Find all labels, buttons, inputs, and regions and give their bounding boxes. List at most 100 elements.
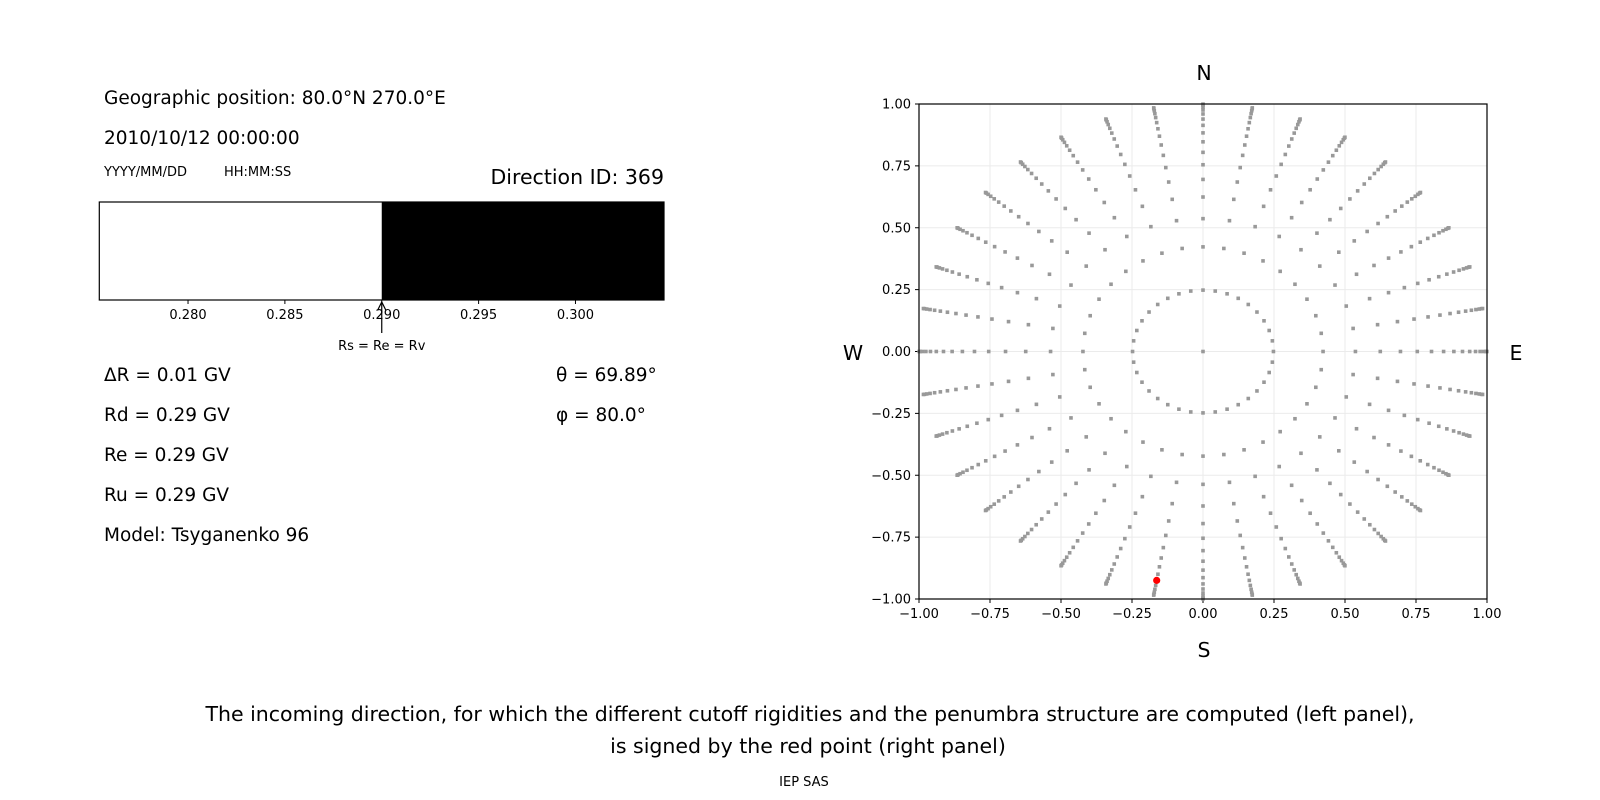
direction-point [1235,519,1240,523]
direction-point [1436,274,1441,279]
direction-point [1049,460,1054,464]
y-tick-label: −0.75 [871,531,911,546]
direction-point [1074,481,1078,486]
direction-point [1294,126,1299,131]
direction-point [1062,558,1067,563]
direction-point [1376,531,1380,536]
direction-point [1293,282,1297,287]
direction-point [1023,164,1027,169]
direction-point [1064,144,1069,148]
direction-point [1107,126,1112,131]
direction-point [965,274,970,279]
direction-point [1305,402,1309,406]
direction-point [999,413,1004,418]
direction-point [1201,568,1205,572]
direction-point [934,349,939,354]
direction-point [1030,263,1034,268]
direction-point [1367,296,1372,301]
direction-point [1409,197,1414,201]
direction-point [1395,319,1400,324]
direction-point [1002,495,1007,499]
direction-point [983,508,988,513]
direction-point [1155,302,1160,307]
direction-point [1415,281,1420,286]
direction-point [1372,435,1376,440]
direction-point [1393,209,1397,213]
direction-point [1063,492,1068,497]
direction-point [1147,389,1151,393]
direction-point [1317,264,1322,268]
direction-point [1418,190,1423,195]
x-tick-label: 0.300 [557,308,594,323]
direction-point [1015,443,1020,447]
direction-point [1201,454,1205,458]
direction-point [1080,168,1085,172]
direction-point [1445,427,1449,431]
direction-point [1447,473,1451,477]
y-tick-label: 0.00 [882,345,911,360]
direction-point [1278,429,1282,434]
direction-point [1242,448,1246,452]
direction-point [975,277,979,282]
direction-point [1444,471,1448,476]
direction-point [938,309,943,313]
re-value: Re = 0.29 GV [104,445,229,466]
time-format: HH:MM:SS [224,165,291,180]
direction-point [1222,246,1226,251]
direction-point [1415,417,1420,422]
direction-point [983,459,988,463]
direction-point [1451,429,1456,433]
direction-point [1409,502,1414,506]
direction-point [1201,150,1205,155]
direction-point [1441,470,1445,475]
direction-point [1372,263,1376,268]
direction-point [1118,546,1123,551]
direction-point [1030,435,1034,440]
direction-point [970,465,974,470]
direction-point [1348,502,1352,506]
direction-point [1127,525,1132,529]
direction-point [1461,267,1466,271]
direction-point [1473,349,1478,354]
direction-point [1478,349,1482,354]
direction-point [1238,533,1243,538]
direction-id: Direction ID: 369 [490,165,664,189]
direction-point [1246,126,1250,131]
direction-point [1069,416,1073,420]
direction-point [1159,556,1164,560]
direction-point [1343,135,1347,140]
direction-point [1047,272,1052,277]
direction-point [1037,229,1041,234]
direction-point [1295,576,1300,581]
direction-point [945,310,950,315]
direction-point [1238,165,1243,170]
direction-point [1003,250,1007,254]
direction-point [1362,517,1367,521]
direction-point [1082,367,1087,372]
direction-point [1140,319,1144,323]
direction-point [1330,153,1335,158]
west-label: W [843,341,863,365]
direction-point [1141,259,1145,263]
direction-point [955,226,959,230]
direction-point [1201,482,1205,487]
direction-point [1354,426,1359,431]
direction-point [1261,204,1266,209]
direction-point [1059,563,1063,568]
direction-point [1399,495,1404,499]
direction-point [937,433,942,437]
direction-point [1063,206,1068,211]
direction-point [1344,395,1349,399]
direction-point [1418,459,1423,463]
direction-point [1317,435,1322,439]
direction-point [1372,171,1377,176]
direction-point [1253,474,1257,479]
direction-point [1270,360,1275,364]
direction-point [1438,313,1442,317]
direction-point [1351,372,1355,377]
direction-point [1165,296,1170,301]
direction-point [932,390,937,395]
direction-point [1046,189,1051,193]
date-format: YYYY/MM/DD [103,165,187,180]
direction-point [1242,143,1247,147]
